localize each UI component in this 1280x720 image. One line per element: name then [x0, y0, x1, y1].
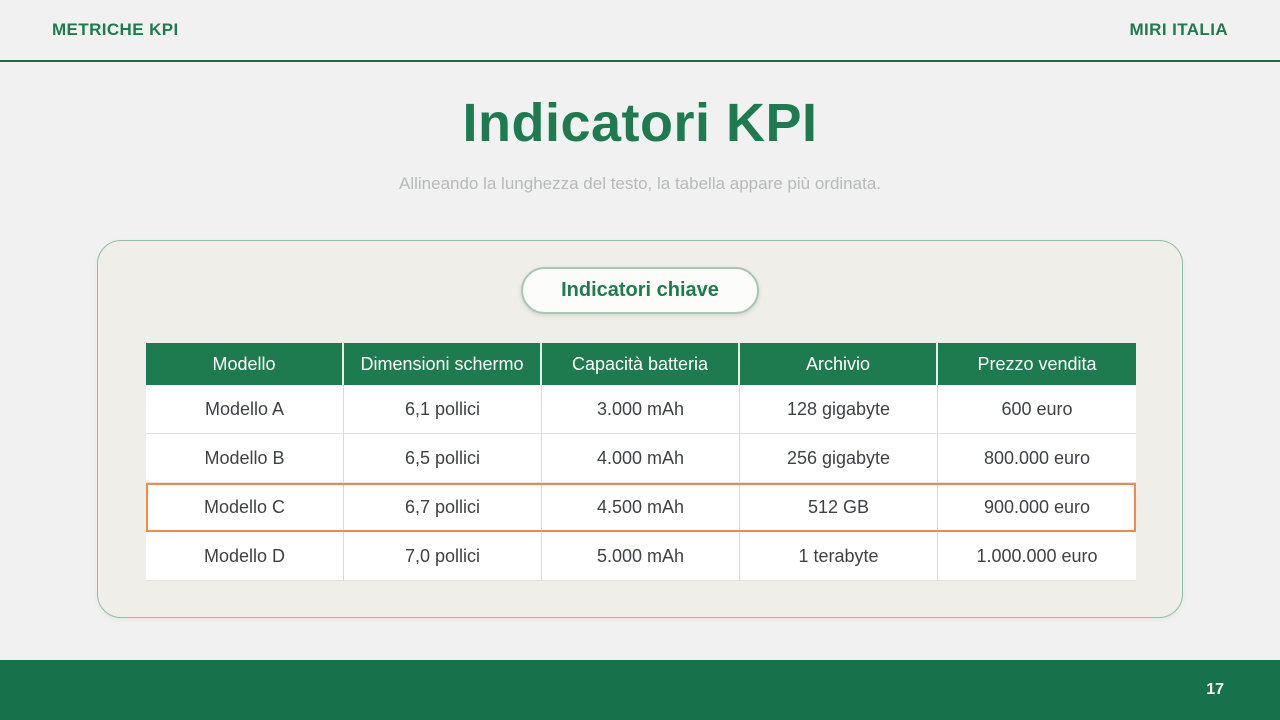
table-cell: 1.000.000 euro	[938, 532, 1136, 581]
table-header-cell: Dimensioni schermo	[344, 343, 542, 385]
table-header-cell: Archivio	[740, 343, 938, 385]
table-cell: Modello D	[146, 532, 344, 581]
key-indicators-badge: Indicatori chiave	[521, 267, 759, 314]
table-cell: 7,0 pollici	[344, 532, 542, 581]
table-cell: 4.000 mAh	[542, 434, 740, 483]
page-subtitle: Allineando la lunghezza del testo, la ta…	[398, 174, 881, 193]
top-bar: METRICHE KPI MIRI ITALIA	[0, 0, 1280, 62]
table-cell: 128 gigabyte	[740, 385, 938, 434]
table-cell: 800.000 euro	[938, 434, 1136, 483]
table-cell: 6,1 pollici	[344, 385, 542, 434]
table-header-cell: Modello	[146, 343, 344, 385]
table-cell: Modello B	[146, 434, 344, 483]
table-row: Modello A 6,1 pollici 3.000 mAh 128 gigabyt…	[146, 385, 1136, 434]
topbar-left-label: METRICHE KPI	[52, 20, 179, 39]
table-cell: 256 gigabyte	[740, 434, 938, 483]
topbar-right-label: MIRI ITALIA	[1129, 20, 1228, 39]
table-cell: 512 GB	[740, 483, 938, 532]
table-header-row: Modello Dimensioni schermo Capacità batter…	[146, 343, 1136, 385]
table-cell: 900.000 euro	[938, 483, 1136, 532]
table-cell: Modello C	[146, 483, 344, 532]
kpi-table: Modello Dimensioni schermo Capacità batter…	[146, 343, 1136, 581]
footer-bar: 17	[0, 660, 1280, 720]
table-header-cell: Prezzo vendita	[938, 343, 1136, 385]
table-cell: Modello A	[146, 385, 344, 434]
table-row-highlighted: Modello C 6,7 pollici 4.500 mAh 512 GB 900.0…	[146, 483, 1136, 532]
table-cell: 6,5 pollici	[344, 434, 542, 483]
page-number: 17	[1206, 681, 1224, 698]
table-cell: 1 terabyte	[740, 532, 938, 581]
page-title: Indicatori KPI	[462, 93, 818, 153]
table-row: Modello D 7,0 pollici 5.000 mAh 1 terabyte 1…	[146, 532, 1136, 581]
kpi-card: Indicatori chiave Modello Dimensioni sche…	[97, 240, 1183, 618]
table-cell: 600 euro	[938, 385, 1136, 434]
table-cell: 6,7 pollici	[344, 483, 542, 532]
table-header-cell: Capacità batteria	[542, 343, 740, 385]
table-cell: 4.500 mAh	[542, 483, 740, 532]
table-row: Modello B 6,5 pollici 4.000 mAh 256 gigabyt…	[146, 434, 1136, 483]
table-cell: 5.000 mAh	[542, 532, 740, 581]
table-cell: 3.000 mAh	[542, 385, 740, 434]
